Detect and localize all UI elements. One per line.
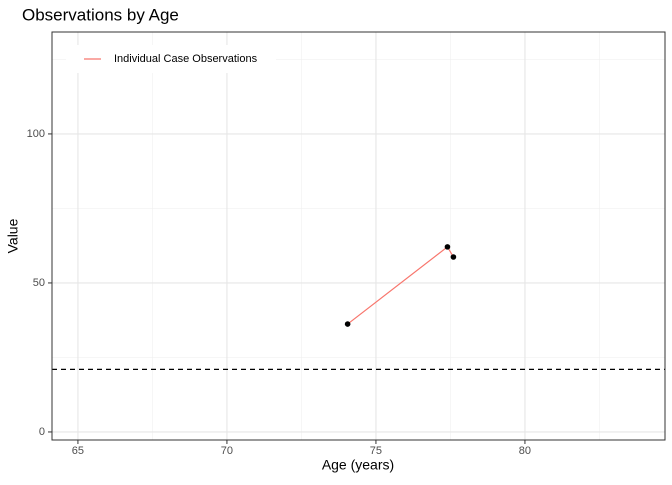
x-axis-label: Age (years) [322, 457, 394, 473]
y-axis-label: Value [5, 218, 21, 253]
x-tick-label: 65 [72, 445, 84, 457]
panel [52, 32, 665, 440]
x-tick-label: 75 [370, 445, 382, 457]
data-point [450, 254, 457, 260]
x-tick-label: 70 [221, 445, 233, 457]
data-point [344, 321, 351, 327]
data-point [444, 244, 451, 250]
y-tick-label: 0 [39, 426, 45, 438]
chart-title: Observations by Age [22, 5, 179, 24]
legend-label: Individual Case Observations [114, 53, 258, 65]
y-tick-label: 50 [33, 277, 45, 289]
y-tick-label: 100 [27, 128, 45, 140]
x-tick-label: 80 [519, 445, 531, 457]
panel-border [51, 31, 666, 441]
